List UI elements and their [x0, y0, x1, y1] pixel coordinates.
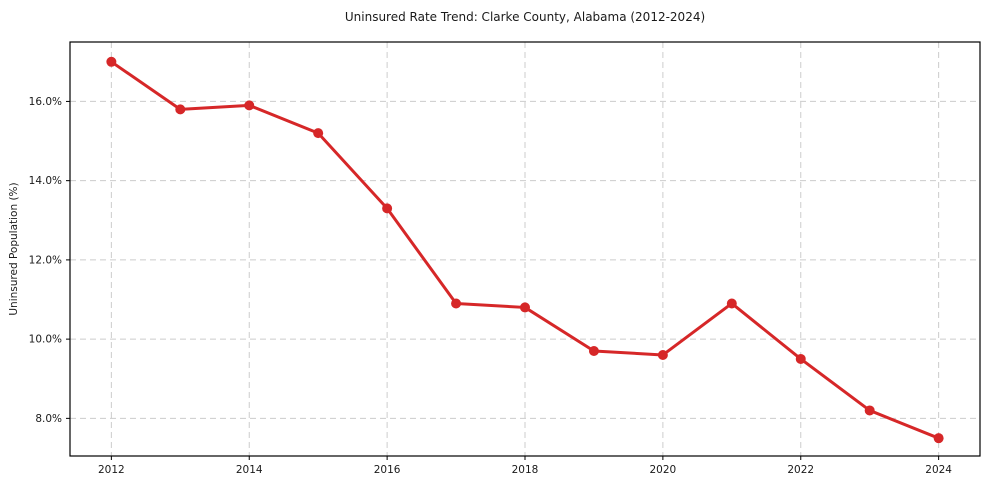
y-tick-label: 16.0% [29, 96, 62, 108]
data-point-2016 [382, 203, 393, 214]
data-point-2022 [795, 353, 806, 364]
data-point-2020 [657, 349, 668, 360]
data-point-2012 [106, 56, 117, 67]
y-tick-label: 8.0% [35, 413, 62, 425]
x-tick-label: 2020 [650, 464, 677, 476]
y-tick-label: 12.0% [29, 254, 62, 266]
data-point-2021 [726, 298, 737, 309]
trend-line [109, 60, 941, 440]
chart-title: Uninsured Rate Trend: Clarke County, Ala… [344, 10, 706, 24]
y-tick-label: 14.0% [29, 175, 62, 187]
x-tick-label: 2014 [236, 464, 263, 476]
data-point-2019 [588, 346, 599, 357]
data-point-2014 [244, 100, 255, 111]
x-tick-label: 2016 [374, 464, 401, 476]
data-point-2015 [313, 128, 324, 139]
data-point-2024 [933, 433, 944, 444]
x-tick-label: 2022 [787, 464, 814, 476]
y-tick-label: 10.0% [29, 334, 62, 346]
x-tick-label: 2018 [512, 464, 539, 476]
data-point-2013 [175, 104, 186, 115]
data-point-2018 [520, 302, 530, 313]
x-tick-label: 2024 [925, 464, 952, 476]
x-tick-label: 2012 [98, 464, 125, 476]
data-point-2017 [451, 298, 462, 309]
data-point-2023 [864, 405, 875, 416]
